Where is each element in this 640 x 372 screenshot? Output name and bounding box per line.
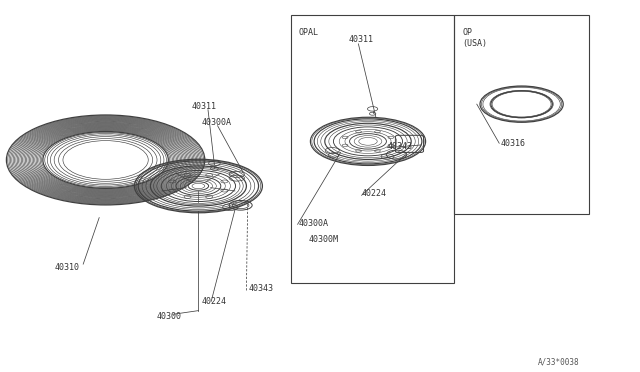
Text: 40300M: 40300M xyxy=(308,235,339,244)
Bar xyxy=(454,15,589,214)
Text: 40310: 40310 xyxy=(54,263,79,272)
Text: 40311: 40311 xyxy=(192,102,217,110)
Text: 40224: 40224 xyxy=(202,297,227,306)
Text: 40300A: 40300A xyxy=(299,219,329,228)
Text: 40343: 40343 xyxy=(387,142,412,151)
Text: 40300A: 40300A xyxy=(202,118,232,127)
Bar xyxy=(291,15,454,283)
Text: OP
(USA): OP (USA) xyxy=(462,28,487,48)
Text: 40300: 40300 xyxy=(157,312,182,321)
Text: 40316: 40316 xyxy=(500,139,525,148)
Text: OPAL: OPAL xyxy=(299,28,319,37)
Text: 40343: 40343 xyxy=(248,284,273,293)
Text: 40311: 40311 xyxy=(349,35,374,44)
Text: A/33*0038: A/33*0038 xyxy=(538,357,579,366)
Text: 40224: 40224 xyxy=(362,189,387,198)
